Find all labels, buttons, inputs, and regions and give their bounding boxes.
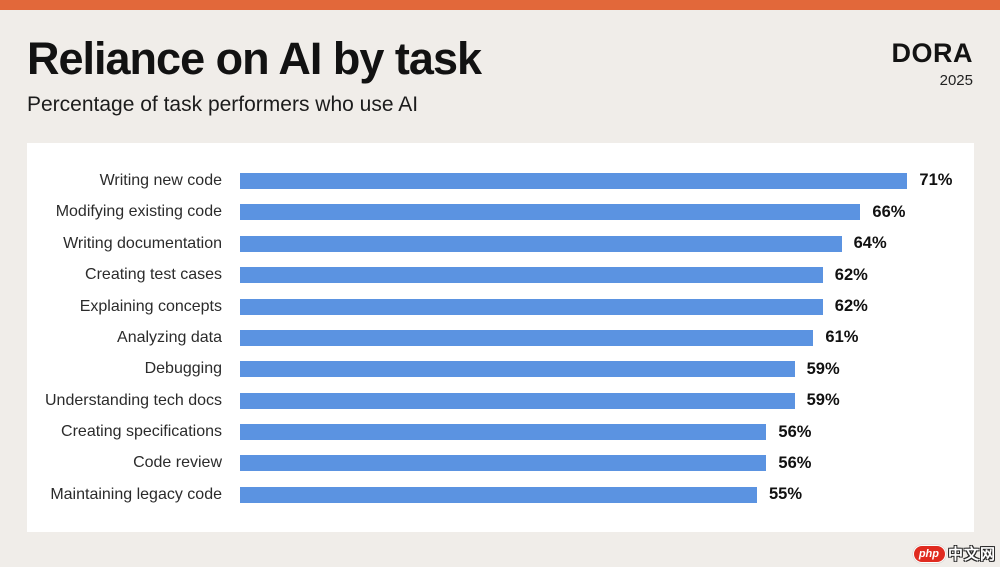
value-label: 56% bbox=[778, 422, 812, 441]
accent-top-bar bbox=[0, 0, 1000, 10]
value-label: 62% bbox=[834, 265, 868, 284]
bar bbox=[240, 267, 823, 284]
category-label: Writing new code bbox=[99, 171, 222, 189]
header-titles: Reliance on AI by task Percentage of tas… bbox=[27, 33, 482, 117]
chart-card: Writing new code 71% Modifying existing … bbox=[27, 143, 974, 533]
chart-row: Creating specifications 56% bbox=[27, 416, 974, 447]
bar bbox=[240, 361, 795, 378]
value-label: 66% bbox=[872, 202, 906, 221]
chart-row: Modifying existing code 66% bbox=[27, 197, 974, 228]
category-label: Creating specifications bbox=[61, 423, 222, 441]
category-label: Code review bbox=[133, 454, 222, 472]
bar-track: 55% bbox=[240, 485, 974, 504]
category-label: Understanding tech docs bbox=[45, 391, 222, 409]
bar-track: 64% bbox=[240, 234, 974, 253]
bar bbox=[240, 172, 908, 189]
header: Reliance on AI by task Percentage of tas… bbox=[0, 10, 1000, 117]
bar-track: 56% bbox=[240, 454, 974, 473]
value-label: 61% bbox=[825, 328, 859, 347]
value-label: 59% bbox=[806, 391, 840, 410]
brand-block: DORA 2025 bbox=[891, 35, 974, 90]
page-title: Reliance on AI by task bbox=[27, 33, 482, 84]
category-label: Modifying existing code bbox=[55, 203, 222, 221]
category-label: Analyzing data bbox=[117, 328, 222, 346]
watermark-text: 中文网 bbox=[947, 546, 996, 563]
value-label: 59% bbox=[806, 359, 840, 378]
chart-row: Writing documentation 64% bbox=[27, 228, 974, 259]
bar-chart: Writing new code 71% Modifying existing … bbox=[27, 165, 974, 510]
bar bbox=[240, 424, 767, 441]
chart-row: Analyzing data 61% bbox=[27, 322, 974, 353]
bar-track: 61% bbox=[240, 328, 974, 347]
category-label: Maintaining legacy code bbox=[50, 485, 222, 503]
chart-row: Writing new code 71% bbox=[27, 165, 974, 196]
bar bbox=[240, 486, 757, 503]
php-cn-watermark: php 中文网 bbox=[912, 543, 996, 564]
chart-row: Debugging 59% bbox=[27, 354, 974, 385]
category-label: Writing documentation bbox=[63, 234, 222, 252]
value-label: 56% bbox=[778, 453, 812, 472]
value-label: 62% bbox=[834, 297, 868, 315]
brand-year: 2025 bbox=[939, 72, 973, 89]
chart-row: Understanding tech docs 59% bbox=[27, 385, 974, 416]
bar bbox=[240, 455, 767, 472]
bar-track: 62% bbox=[240, 297, 974, 316]
bar-track: 59% bbox=[240, 360, 974, 379]
bar bbox=[240, 392, 795, 409]
category-label: Explaining concepts bbox=[79, 297, 222, 315]
bar-track: 56% bbox=[240, 423, 974, 442]
chart-row: Creating test cases 62% bbox=[27, 259, 974, 290]
bar-track: 66% bbox=[240, 203, 974, 222]
bar-track: 59% bbox=[240, 391, 974, 410]
value-label: 55% bbox=[769, 485, 803, 504]
value-label: 64% bbox=[853, 234, 887, 253]
bar bbox=[240, 329, 814, 346]
category-label: Debugging bbox=[144, 360, 222, 378]
chart-row: Maintaining legacy code 55% bbox=[27, 479, 974, 510]
bar bbox=[240, 235, 842, 252]
dora-logo: DORA bbox=[891, 38, 973, 68]
chart-row: Explaining concepts 62% bbox=[27, 291, 974, 322]
chart-row: Code review 56% bbox=[27, 448, 974, 479]
bar-track: 62% bbox=[240, 266, 974, 285]
php-badge-icon: php bbox=[912, 544, 946, 563]
bar bbox=[240, 204, 861, 221]
bar bbox=[240, 298, 823, 315]
value-label: 71% bbox=[919, 171, 953, 190]
category-label: Creating test cases bbox=[85, 266, 222, 284]
page-subtitle: Percentage of task performers who use AI bbox=[27, 93, 419, 117]
bar-track: 71% bbox=[240, 171, 974, 190]
